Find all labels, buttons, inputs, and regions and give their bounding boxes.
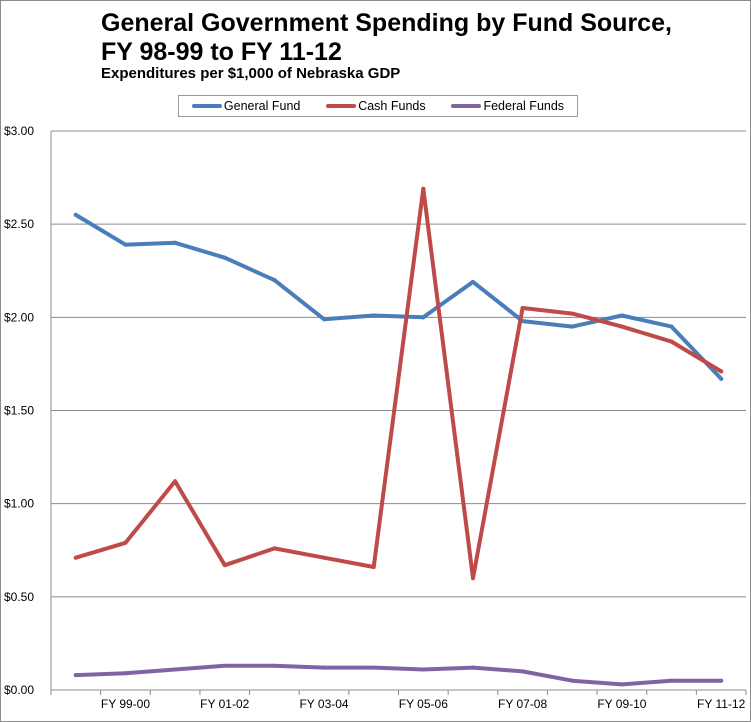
data-point (421, 315, 426, 320)
x-tick-label: FY 03-04 (299, 697, 348, 711)
chart-title-line1: General Government Spending by Fund Sour… (101, 9, 672, 37)
legend-item-general-fund: General Fund (191, 99, 301, 113)
data-point (421, 186, 426, 191)
x-tick-label: FY 05-06 (399, 697, 448, 711)
data-point (470, 576, 475, 581)
data-point (619, 682, 624, 687)
y-tick-label: $0.00 (4, 683, 34, 697)
data-point (719, 678, 724, 683)
x-tick-label: FY 01-02 (200, 697, 249, 711)
legend-swatch-federal-funds (451, 104, 482, 108)
data-point (272, 278, 277, 283)
data-point (73, 555, 78, 560)
data-point (123, 671, 128, 676)
data-point (173, 240, 178, 245)
data-point (222, 255, 227, 260)
data-point (619, 313, 624, 318)
y-tick-label: $3.00 (4, 124, 34, 138)
data-point (719, 376, 724, 381)
y-tick-label: $0.50 (4, 590, 34, 604)
data-point (173, 667, 178, 672)
data-point (371, 565, 376, 570)
data-point (322, 665, 327, 670)
data-point (619, 324, 624, 329)
data-point (470, 279, 475, 284)
data-point (272, 546, 277, 551)
chart-title-line2: FY 98-99 to FY 11-12 (101, 38, 342, 66)
data-point (669, 324, 674, 329)
data-point (222, 563, 227, 568)
data-point (570, 678, 575, 683)
chart-legend: General Fund Cash Funds Federal Funds (178, 95, 578, 117)
data-point (520, 306, 525, 311)
data-point (570, 311, 575, 316)
legend-swatch-general-fund (191, 104, 222, 108)
x-tick-label: FY 99-00 (101, 697, 150, 711)
legend-label-federal-funds: Federal Funds (483, 99, 565, 113)
data-point (123, 242, 128, 247)
y-tick-label: $1.50 (4, 404, 34, 418)
legend-label-general-fund: General Fund (223, 99, 301, 113)
data-point (322, 317, 327, 322)
chart-title: General Government Spending by Fund Sour… (101, 9, 672, 67)
series-line-general-fund (73, 212, 724, 381)
data-point (669, 339, 674, 344)
data-point (272, 663, 277, 668)
x-tick-label: FY 07-08 (498, 697, 547, 711)
data-point (669, 678, 674, 683)
chart-subtitle: Expenditures per $1,000 of Nebraska GDP (101, 65, 401, 82)
data-point (570, 324, 575, 329)
data-point (322, 555, 327, 560)
y-tick-label: $2.50 (4, 217, 34, 231)
legend-item-federal-funds: Federal Funds (451, 99, 564, 113)
data-point (123, 540, 128, 545)
data-point (73, 212, 78, 217)
legend-swatch-cash-funds (326, 104, 357, 108)
data-point (371, 665, 376, 670)
x-tick-label: FY 11-12 (697, 697, 746, 711)
legend-label-cash-funds: Cash Funds (358, 99, 426, 113)
data-point (371, 313, 376, 318)
y-tick-label: $2.00 (4, 310, 34, 324)
data-point (719, 369, 724, 374)
series-line-federal-funds (73, 663, 724, 687)
y-tick-label: $1.00 (4, 497, 34, 511)
data-point (173, 479, 178, 484)
data-point (520, 669, 525, 674)
data-point (73, 673, 78, 678)
data-point (222, 663, 227, 668)
legend-item-cash-funds: Cash Funds (326, 99, 426, 113)
data-point (421, 667, 426, 672)
data-point (470, 665, 475, 670)
series-line-cash-funds (73, 186, 724, 581)
x-tick-label: FY 09-10 (597, 697, 646, 711)
